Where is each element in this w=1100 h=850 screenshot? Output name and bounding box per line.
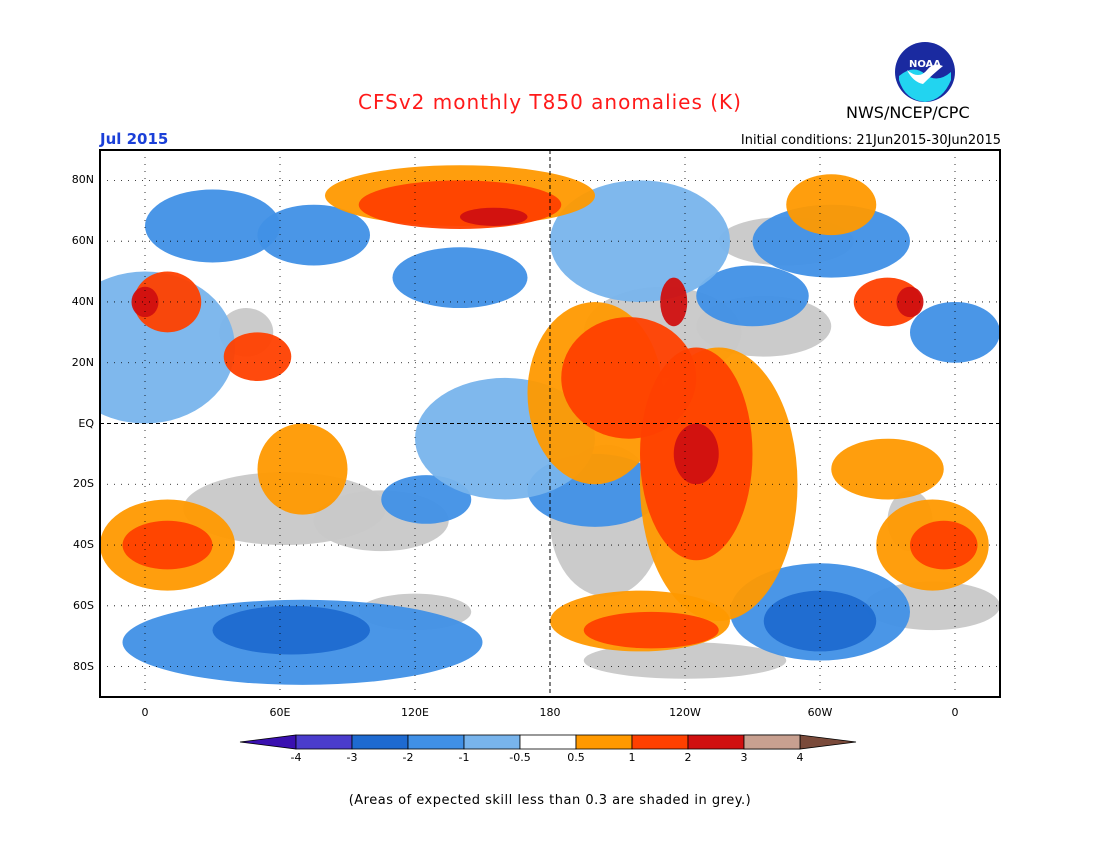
noaa-logo: NOAA (895, 42, 955, 102)
lat-tick-label: 80S (73, 659, 94, 673)
forecast-month: Jul 2015 (100, 130, 169, 148)
lon-tick-label: 0 (951, 706, 959, 719)
lon-tick-label: 180 (539, 706, 561, 719)
skill-footnote: (Areas of expected skill less than 0.3 a… (348, 793, 752, 808)
lat-tick-label: EQ (78, 416, 94, 430)
colorbar-tick-label: 3 (740, 751, 748, 764)
lon-tick-label: 60E (269, 706, 291, 719)
lat-tick-label: 40N (71, 294, 94, 308)
colorbar-tick-label: 4 (796, 751, 804, 764)
colorbar-segment (295, 734, 353, 750)
colorbar-tick-label: 0.5 (567, 751, 585, 764)
lat-tick-label: 20S (73, 477, 94, 491)
colorbar-tick-label: -4 (290, 751, 302, 764)
initial-conditions: Initial conditions: 21Jun2015-30Jun2015 (740, 133, 1001, 148)
agency-label: NWS/NCEP/CPC (846, 103, 970, 122)
colorbar-segment (463, 734, 521, 750)
colorbar-tick-label: -1 (458, 751, 470, 764)
chart-title: CFSv2 monthly T850 anomalies (K) (358, 90, 742, 114)
lat-tick-label: 60N (71, 234, 94, 248)
colorbar-max-arrow (799, 734, 857, 750)
map-frame (99, 149, 1001, 698)
colorbar-tick-label: -2 (402, 751, 414, 764)
lon-tick-label: 0 (141, 706, 149, 719)
lat-tick-label: 80N (71, 173, 94, 187)
colorbar-tick-label: 2 (684, 751, 692, 764)
lat-tick-label: 40S (73, 538, 94, 552)
colorbar-tick-label: -3 (346, 751, 358, 764)
lat-tick-label: 60S (73, 598, 94, 612)
colorbar-segment (351, 734, 409, 750)
colorbar-segment (575, 734, 633, 750)
lon-tick-label: 120E (401, 706, 429, 719)
lon-tick-label: 60W (807, 706, 833, 719)
lon-tick-label: 120W (669, 706, 701, 719)
lat-tick-label: 20N (71, 355, 94, 369)
colorbar-segment (407, 734, 465, 750)
colorbar-tick-label: 1 (628, 751, 636, 764)
svg-text:NOAA: NOAA (909, 59, 941, 70)
colorbar-segment (743, 734, 801, 750)
colorbar-segment (631, 734, 689, 750)
colorbar-tick-label: -0.5 (509, 751, 531, 764)
colorbar-segment (687, 734, 745, 750)
colorbar-segment (519, 734, 577, 750)
colorbar-min-arrow (239, 734, 297, 750)
